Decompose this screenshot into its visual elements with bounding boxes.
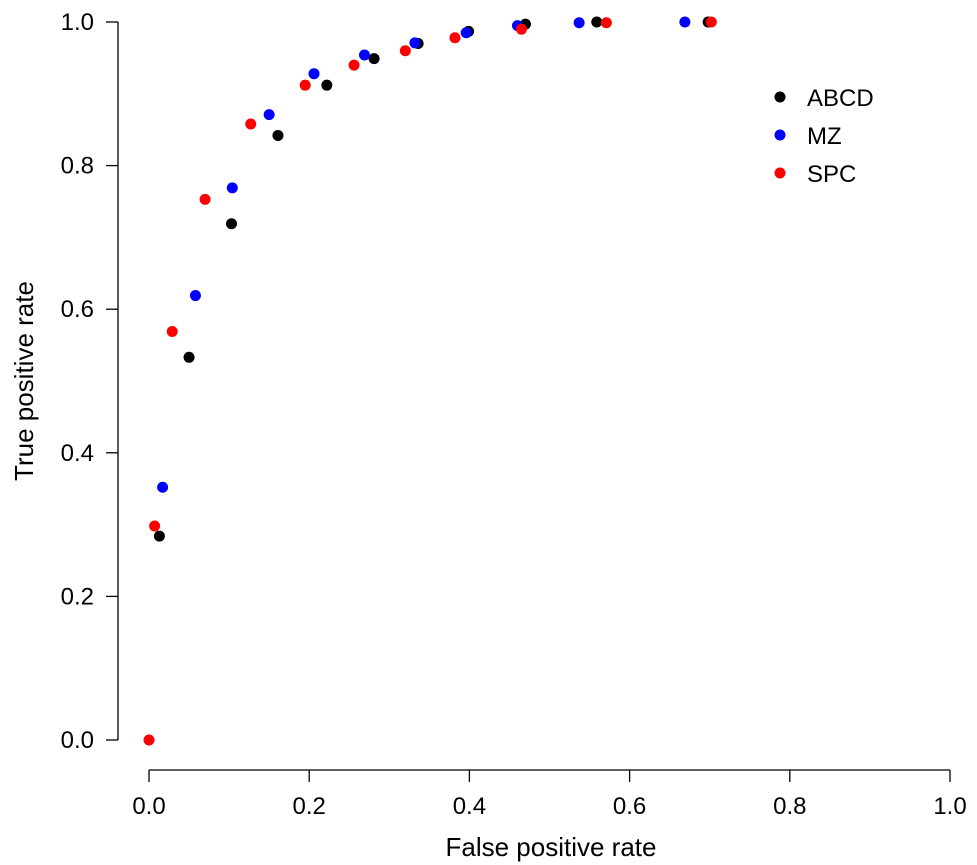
data-point-mz: [189, 290, 201, 302]
data-point-mz: [226, 182, 238, 194]
x-tick-label: 0.8: [773, 793, 806, 820]
data-point-spc: [449, 32, 461, 44]
x-axis-title: False positive rate: [446, 832, 657, 862]
data-point-abcd: [226, 218, 238, 230]
y-tick-label: 1.0: [61, 9, 94, 36]
x-axis-ticks: 0.0 0.2 0.4 0.6 0.8 1.0: [132, 770, 967, 820]
series-abcd: [153, 16, 714, 542]
data-point-spc: [348, 59, 360, 71]
data-point-mz: [573, 17, 585, 29]
data-point-mz: [409, 37, 421, 49]
data-point-mz: [460, 27, 472, 39]
y-tick-label: 0.8: [61, 153, 94, 180]
legend-marker-spc: [774, 167, 786, 179]
legend-marker-mz: [774, 129, 786, 141]
legend-label-abcd: ABCD: [807, 85, 874, 112]
data-point-mz: [308, 68, 320, 80]
series-spc: [143, 16, 717, 746]
y-axis-ticks: 0.0 0.2 0.4 0.6 0.8 1.0: [61, 9, 118, 754]
axes: 0.0 0.2 0.4 0.6 0.8 1.0 0.0 0.2 0.4 0.6 0.8 1.0: [61, 9, 967, 820]
y-tick-label: 0.2: [61, 583, 94, 610]
x-tick-label: 1.0: [933, 793, 966, 820]
x-tick-label: 0.4: [453, 793, 486, 820]
data-point-spc: [600, 17, 612, 29]
y-axis-title: True positive rate: [9, 281, 39, 481]
legend-marker-abcd: [774, 91, 786, 103]
series-mz: [157, 16, 691, 493]
y-tick-label: 0.6: [61, 296, 94, 323]
data-point-mz: [679, 16, 691, 28]
x-tick-label: 0.0: [132, 793, 165, 820]
data-point-mz: [157, 481, 169, 493]
data-point-spc: [705, 16, 717, 28]
data-point-abcd: [591, 16, 603, 28]
data-point-mz: [263, 109, 275, 121]
data-point-spc: [299, 79, 311, 91]
x-tick-label: 0.6: [613, 793, 646, 820]
data-point-spc: [515, 23, 527, 35]
data-points: [143, 16, 717, 746]
legend: ABCD MZ SPC: [774, 85, 874, 188]
data-point-mz: [358, 49, 370, 61]
x-tick-label: 0.2: [293, 793, 326, 820]
y-tick-label: 0.4: [61, 440, 94, 467]
data-point-spc: [245, 118, 257, 130]
data-point-abcd: [272, 129, 284, 141]
data-point-spc: [149, 520, 161, 532]
data-point-abcd: [183, 351, 195, 363]
data-point-abcd: [321, 79, 333, 91]
data-point-spc: [166, 325, 178, 337]
y-tick-label: 0.0: [61, 727, 94, 754]
data-point-abcd: [368, 53, 380, 65]
data-point-spc: [143, 734, 155, 746]
data-point-spc: [399, 45, 411, 57]
data-point-abcd: [153, 530, 165, 542]
data-point-spc: [199, 193, 211, 205]
legend-label-mz: MZ: [807, 123, 842, 150]
legend-label-spc: SPC: [807, 161, 856, 188]
